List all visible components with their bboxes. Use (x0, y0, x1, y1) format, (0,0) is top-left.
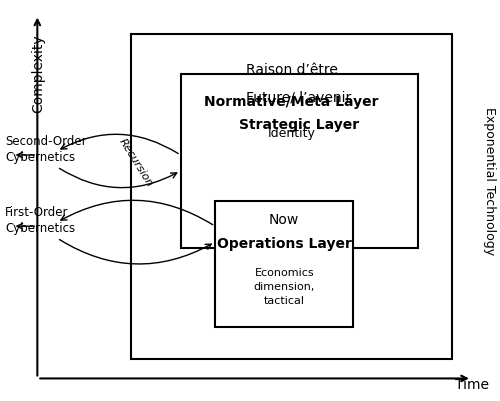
Text: Recursion: Recursion (118, 137, 155, 189)
Text: Time: Time (455, 378, 489, 392)
Text: Raison d’être: Raison d’être (246, 63, 338, 77)
Text: Normative/Meta Layer: Normative/Meta Layer (204, 95, 379, 109)
Text: Complexity: Complexity (32, 34, 46, 113)
Text: Now: Now (269, 213, 300, 227)
Text: Second-Order
Cybernetics: Second-Order Cybernetics (5, 135, 87, 164)
Text: Economics
dimension,
tactical: Economics dimension, tactical (254, 269, 315, 306)
Text: First-Order
Cybernetics: First-Order Cybernetics (5, 206, 76, 235)
Text: Identity: Identity (268, 127, 316, 140)
Text: Future/ l’avenir: Future/ l’avenir (246, 91, 352, 105)
Bar (131, 34, 452, 358)
Text: Strategic Layer: Strategic Layer (239, 118, 359, 132)
Text: Exponential Technology: Exponential Technology (482, 107, 496, 255)
Text: Operations Layer: Operations Layer (217, 237, 352, 251)
Bar (215, 200, 354, 327)
Bar (180, 74, 418, 248)
